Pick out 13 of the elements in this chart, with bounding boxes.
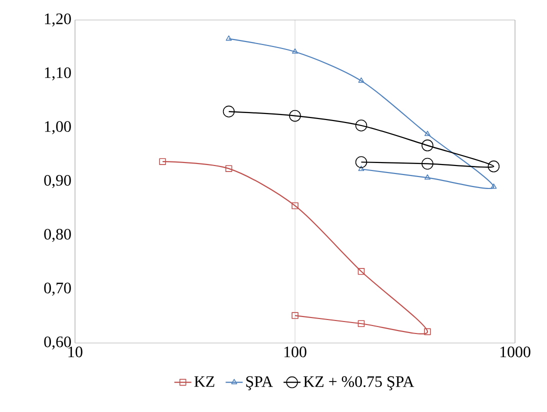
legend-label: KZ + %0.75 ŞPA xyxy=(304,376,414,390)
x-tick-label: 10 xyxy=(68,346,82,358)
x-tick-label: 1000 xyxy=(500,346,530,358)
y-tick-label: 0,90 xyxy=(44,174,71,188)
y-tick-label: 1,00 xyxy=(45,121,71,134)
x-tick-label: 100 xyxy=(284,346,306,358)
legend-label: ŞPA xyxy=(246,376,273,390)
legend-label: KZ xyxy=(194,376,214,387)
y-tick-label: 1,10 xyxy=(45,67,71,80)
y-tick-label: 0,80 xyxy=(44,228,71,242)
y-tick-label: 0,70 xyxy=(44,282,71,296)
y-tick-label: 1,20 xyxy=(45,13,71,27)
y-tick-label: 0,60 xyxy=(44,336,71,350)
